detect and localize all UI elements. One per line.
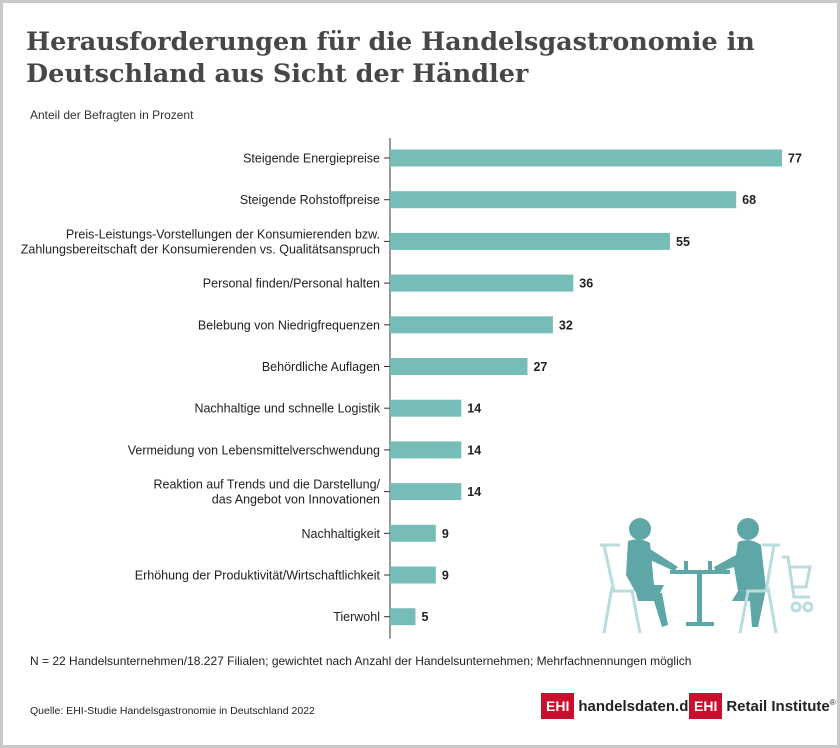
bar-value-label: 14 — [467, 402, 481, 416]
category-label: Nachhaltige und schnelle Logistik — [194, 402, 380, 416]
bar — [390, 232, 670, 250]
ehi-logo-box: EHI — [689, 693, 723, 719]
category-label: Nachhaltigkeit — [301, 527, 380, 541]
bar-value-label: 9 — [442, 569, 449, 583]
bar — [390, 358, 528, 375]
bar — [390, 274, 574, 292]
ehi-retail-institute-logo[interactable]: EHI Retail Institute® — [689, 693, 836, 719]
bar-value-label: 27 — [533, 360, 547, 374]
bar — [390, 399, 462, 417]
category-label: Belebung von Niedrigfrequenzen — [198, 318, 380, 332]
chart-subtitle: Anteil der Befragten in Prozent — [30, 108, 194, 122]
category-label: das Angebot von Innovationen — [212, 493, 380, 507]
bar — [390, 524, 436, 542]
retail-institute-logo-text: Retail Institute® — [726, 698, 835, 715]
category-label: Steigende Rohstoffpreise — [240, 193, 380, 207]
bar — [390, 441, 462, 459]
bar — [390, 566, 436, 584]
bar-value-label: 14 — [467, 485, 481, 499]
category-label: Zahlungsbereitschaft der Konsumierenden … — [21, 242, 380, 256]
category-label: Personal finden/Personal halten — [203, 277, 380, 291]
category-label: Vermeidung von Lebensmittelverschwendung — [128, 443, 380, 457]
category-label: Steigende Energiepreise — [243, 152, 380, 166]
category-label: Preis-Leistungs-Vorstellungen der Konsum… — [66, 227, 380, 241]
category-label: Tierwohl — [333, 610, 380, 624]
category-label: Reaktion auf Trends und die Darstellung/ — [153, 478, 380, 492]
source-note: Quelle: EHI-Studie Handelsgastronomie in… — [30, 705, 315, 717]
bar-value-label: 77 — [788, 152, 802, 166]
handelsdaten-logo-text: handelsdaten.de — [578, 697, 697, 715]
bar — [390, 483, 462, 501]
bar-value-label: 9 — [442, 527, 449, 541]
retail-institute-text: Retail Institute — [726, 697, 830, 715]
bar-value-label: 32 — [559, 318, 573, 332]
category-label: Erhöhung der Produktivität/Wirtschaftlic… — [135, 569, 381, 583]
bar-value-label: 14 — [467, 443, 481, 457]
bar — [390, 316, 553, 334]
category-label: Behördliche Auflagen — [262, 360, 380, 374]
bar-value-label: 36 — [579, 277, 593, 291]
registered-mark: ® — [829, 697, 836, 707]
handelsdaten-logo[interactable]: EHI handelsdaten.de — [541, 693, 697, 719]
bar-value-label: 55 — [676, 235, 690, 249]
chart-title: Herausforderungen für die Handelsgastron… — [26, 27, 755, 89]
ehi-logo-box: EHI — [541, 693, 575, 719]
footnote: N = 22 Handelsunternehmen/18.227 Filiale… — [30, 654, 692, 668]
bar — [390, 149, 782, 167]
bar — [390, 191, 737, 209]
bar — [390, 608, 416, 626]
people-at-cafe-table-with-shopping-cart-icon — [600, 518, 813, 634]
bar-value-label: 68 — [742, 193, 756, 207]
bar-value-label: 5 — [421, 610, 428, 624]
